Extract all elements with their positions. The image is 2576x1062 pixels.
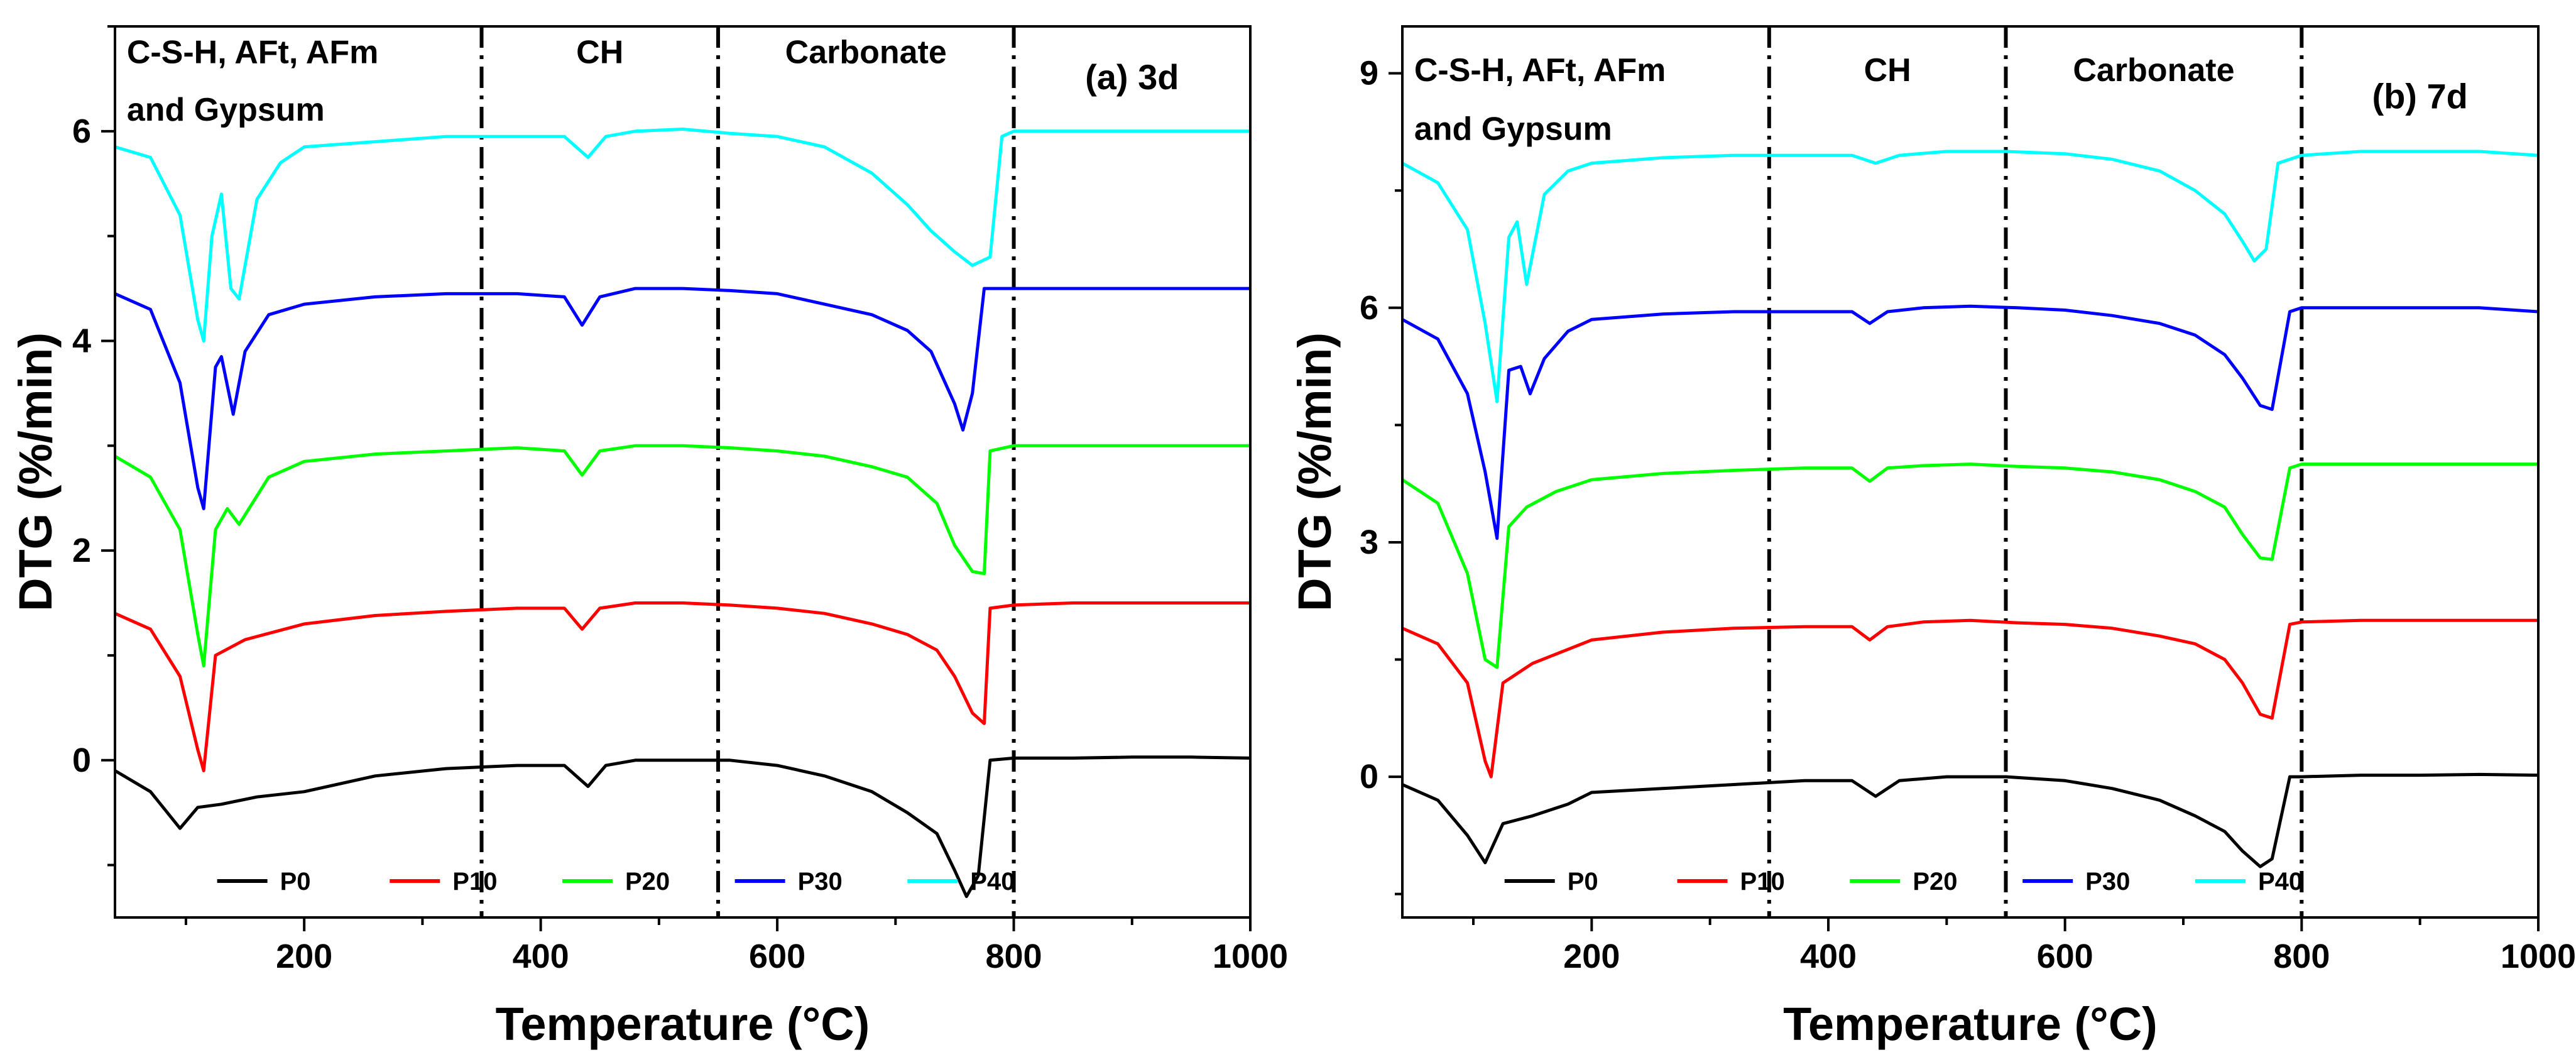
series-line-p20: [1402, 463, 2538, 669]
series-line-p0: [1402, 772, 2538, 868]
legend: P0 P10 P20 P30 P40: [1504, 868, 2303, 895]
series-group: [115, 128, 1250, 899]
chart-panel-b: 200 400 600 800 1000 0 3 6 9 Temperature (°C) DTG …: [1289, 25, 2576, 1050]
region-label: and Gypsum: [1414, 111, 1612, 147]
chart-panel-a: 200 400 600 800 1000 0 2 4 6 Temperature (°C) DTG …: [9, 25, 1288, 1050]
series-line-p30: [115, 287, 1250, 510]
y-axis-title: DTG (%/min): [1289, 332, 1341, 611]
y-tick-label: 2: [72, 532, 91, 569]
legend: P0 P10 P20 P30 P40: [217, 868, 1015, 895]
legend-label-p40: P40: [970, 868, 1015, 895]
x-tick-label: 800: [2273, 938, 2330, 975]
plot-frame: [1401, 25, 2540, 919]
series-line-p40: [115, 128, 1250, 342]
region-label: Carbonate: [785, 34, 947, 70]
x-tick-label: 400: [513, 938, 569, 975]
x-tick-label: 600: [2037, 938, 2093, 975]
series-group: [1402, 150, 2538, 868]
panel-label: (a) 3d: [1085, 57, 1179, 97]
legend-label-p10: P10: [452, 868, 497, 895]
y-tick-label: 6: [1360, 289, 1378, 327]
legend-label-p30: P30: [2085, 868, 2130, 895]
x-tick-label: 200: [276, 938, 332, 975]
x-axis-title: Temperature (°C): [1783, 998, 2158, 1050]
y-tick-label: 4: [72, 322, 91, 359]
legend-label-p0: P0: [280, 868, 311, 895]
region-label: CH: [1864, 52, 1911, 89]
x-tick-label: 1000: [1213, 938, 1288, 975]
region-label: Carbonate: [2073, 52, 2234, 89]
legend-label-p30: P30: [798, 868, 843, 895]
series-line-p10: [1402, 618, 2538, 779]
region-label: CH: [576, 34, 623, 70]
region-label: C-S-H, AFt, AFm: [127, 34, 379, 70]
series-line-p10: [115, 601, 1250, 772]
y-tick-label: 0: [72, 742, 91, 779]
series-line-p40: [1402, 150, 2538, 403]
region-label: C-S-H, AFt, AFm: [1414, 52, 1666, 89]
series-line-p30: [1402, 304, 2538, 540]
y-axis-title: DTG (%/min): [9, 332, 62, 611]
series-line-p20: [115, 444, 1250, 668]
legend-label-p20: P20: [1913, 868, 1957, 895]
y-tick-label: 3: [1360, 523, 1378, 561]
x-tick-label: 400: [1800, 938, 1857, 975]
x-tick-label: 800: [985, 938, 1042, 975]
x-tick-label: 600: [749, 938, 805, 975]
y-tick-label: 6: [72, 112, 91, 150]
x-axis-title: Temperature (°C): [496, 998, 870, 1050]
legend-label-p10: P10: [1740, 868, 1785, 895]
panel-label: (b) 7d: [2372, 77, 2467, 116]
y-tick-label: 0: [1360, 758, 1378, 796]
legend-label-p20: P20: [625, 868, 670, 895]
y-tick-label: 9: [1360, 55, 1378, 92]
legend-label-p40: P40: [2258, 868, 2303, 895]
x-tick-label: 200: [1563, 938, 1620, 975]
legend-label-p0: P0: [1568, 868, 1598, 895]
region-label: and Gypsum: [127, 92, 325, 128]
series-line-p0: [115, 755, 1250, 899]
plot-frame: [114, 25, 1252, 919]
x-tick-label: 1000: [2501, 938, 2576, 975]
